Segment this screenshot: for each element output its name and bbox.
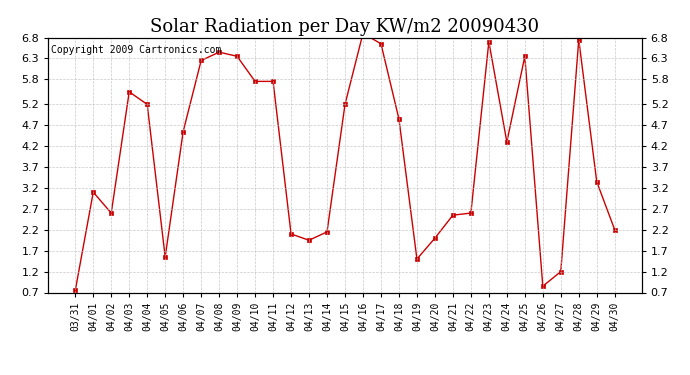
Text: Copyright 2009 Cartronics.com: Copyright 2009 Cartronics.com (51, 45, 221, 55)
Title: Solar Radiation per Day KW/m2 20090430: Solar Radiation per Day KW/m2 20090430 (150, 18, 540, 36)
